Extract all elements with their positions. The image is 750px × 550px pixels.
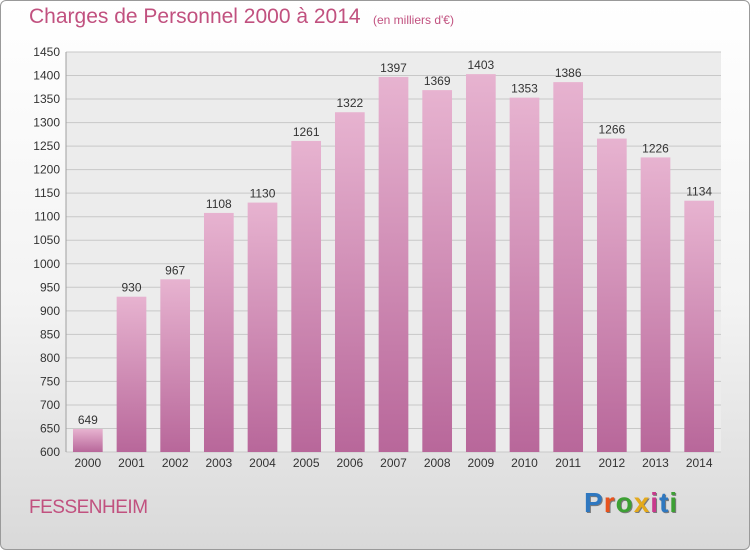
- logo-letter: t: [659, 487, 670, 518]
- y-tick-label: 950: [40, 280, 60, 294]
- x-tick-label-2012: 2012: [598, 456, 625, 470]
- data-label-2005: 1261: [293, 125, 320, 139]
- data-label-2011: 1386: [555, 66, 582, 80]
- y-tick-label: 1400: [33, 69, 60, 83]
- x-tick-label-2001: 2001: [118, 456, 145, 470]
- bar-2001: [116, 296, 147, 452]
- y-tick-label: 700: [40, 398, 60, 412]
- y-tick-label: 800: [40, 351, 60, 365]
- y-tick-label: 1300: [33, 116, 60, 130]
- logo-letter: P: [584, 487, 604, 518]
- x-tick-label-2007: 2007: [380, 456, 407, 470]
- data-label-2002: 967: [165, 263, 185, 277]
- y-tick-label: 1350: [33, 92, 60, 106]
- bar-2014: [684, 200, 715, 452]
- y-tick-label: 900: [40, 304, 60, 318]
- logo-letter: x: [633, 487, 651, 518]
- chart-subtitle: (en milliers d'€): [373, 13, 454, 27]
- x-tick-label-2011: 2011: [555, 456, 581, 470]
- bar-2011: [553, 82, 584, 452]
- logo-letter: r: [603, 487, 616, 518]
- y-tick-label: 600: [40, 445, 60, 459]
- bar-2004: [247, 202, 278, 452]
- x-tick-label-2005: 2005: [293, 456, 320, 470]
- bar-2000: [72, 428, 103, 452]
- x-tick-label-2014: 2014: [686, 456, 713, 470]
- x-tick-label-2008: 2008: [424, 456, 451, 470]
- bar-2013: [640, 157, 671, 453]
- x-tick-label-2000: 2000: [74, 456, 101, 470]
- data-label-2012: 1266: [598, 123, 625, 137]
- y-tick-label: 1150: [34, 186, 60, 200]
- bar-2009: [465, 74, 496, 452]
- y-tick-label: 1200: [33, 163, 60, 177]
- bar-2010: [509, 97, 540, 452]
- data-label-2001: 930: [121, 281, 141, 295]
- proxiti-logo: Proxiti: [584, 487, 678, 519]
- town-name: FESSENHEIM: [29, 497, 148, 518]
- data-label-2008: 1369: [424, 74, 451, 88]
- y-tick-label: 750: [40, 374, 60, 388]
- y-tick-label: 1100: [34, 210, 60, 224]
- x-tick-label-2009: 2009: [467, 456, 494, 470]
- y-tick-label: 1050: [33, 233, 60, 247]
- y-tick-label: 1450: [33, 45, 60, 59]
- data-label-2010: 1353: [511, 82, 538, 96]
- x-tick-label-2002: 2002: [162, 456, 189, 470]
- data-label-2009: 1403: [467, 58, 494, 72]
- data-label-2004: 1130: [250, 187, 276, 201]
- data-label-2006: 1322: [336, 96, 363, 110]
- bar-2012: [596, 138, 627, 452]
- x-tick-label-2006: 2006: [336, 456, 363, 470]
- y-tick-label: 650: [40, 421, 60, 435]
- y-tick-label: 1250: [33, 139, 60, 153]
- x-tick-label-2010: 2010: [511, 456, 538, 470]
- data-label-2000: 649: [78, 413, 98, 427]
- logo-letter: i: [650, 487, 660, 518]
- logo-letter: o: [615, 487, 634, 518]
- x-tick-label-2013: 2013: [642, 456, 669, 470]
- data-label-2003: 1108: [206, 197, 232, 211]
- x-tick-label-2004: 2004: [249, 456, 276, 470]
- bar-2008: [422, 90, 453, 452]
- data-label-2014: 1134: [686, 185, 712, 199]
- y-tick-label: 850: [40, 327, 60, 341]
- bar-2005: [291, 140, 322, 453]
- logo-letter: i: [669, 487, 679, 518]
- x-tick-label-2003: 2003: [205, 456, 232, 470]
- bar-2007: [378, 76, 409, 453]
- bar-2002: [160, 279, 191, 452]
- y-tick-label: 1000: [33, 257, 60, 271]
- data-label-2007: 1397: [380, 61, 407, 75]
- bar-2006: [334, 112, 365, 452]
- chart-title: Charges de Personnel 2000 à 2014: [29, 5, 361, 28]
- data-label-2013: 1226: [642, 141, 669, 155]
- bar-2003: [203, 212, 234, 452]
